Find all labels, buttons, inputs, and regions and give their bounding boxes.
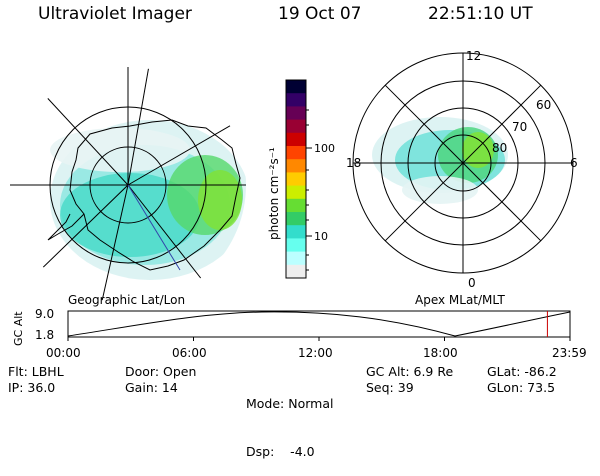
colorbar-segment [286, 238, 306, 253]
colorbar-segment [286, 132, 306, 147]
seq-value: Seq: 39 [366, 380, 414, 395]
mlat-label-80: 80 [492, 141, 507, 155]
colorbar [286, 80, 306, 279]
colorbar-segment [286, 251, 306, 266]
mlat-label-70: 70 [512, 120, 527, 134]
altitude-x-tick-3: 18:00 [423, 346, 458, 360]
altitude-curve [67, 311, 571, 337]
terminator-line [127, 184, 181, 271]
colorbar-unit-label: photon cm⁻²s⁻¹ [267, 147, 281, 240]
info-col-1: Flt: LBHL IP: 36.0 [8, 364, 64, 396]
altitude-y-tick-max: 9.0 [35, 307, 54, 321]
mode-value: Mode: Normal [246, 396, 334, 411]
colorbar-segment [286, 172, 306, 187]
colorbar-segment [286, 264, 306, 279]
colorbar-segment [286, 198, 306, 213]
mlt-label-6: 6 [570, 156, 578, 170]
glon-value: GLon: 73.5 [487, 380, 556, 395]
colorbar-segment [286, 80, 306, 94]
colorbar-frame [285, 79, 307, 279]
time-label: 22:51:10 UT [428, 4, 533, 24]
colorbar-segment [286, 185, 306, 200]
altitude-x-tick-1: 06:00 [172, 346, 207, 360]
geographic-map [10, 67, 246, 303]
dsp-value: Dsp: -4.0 [246, 444, 315, 459]
altitude-x-tick-4: 23:59 [552, 346, 587, 360]
ip-value: IP: 36.0 [8, 380, 56, 395]
altitude-plot: GC Alt 9.0 1.8 00:00 06:00 12:00 18:00 2… [12, 307, 587, 360]
gc-alt-value: GC Alt: 6.9 Re [366, 364, 454, 379]
aurora-emission-apex [372, 117, 508, 204]
colorbar-segment [286, 212, 306, 226]
glat-value: GLat: -86.2 [487, 364, 557, 379]
altitude-x-tick-0: 00:00 [46, 346, 81, 360]
colorbar-segment [286, 93, 306, 107]
colorbar-tick-100: 100 [314, 142, 335, 155]
instrument-title: Ultraviolet Imager [38, 4, 192, 24]
altitude-y-label: GC Alt [12, 311, 25, 346]
door-value: Door: Open [125, 364, 197, 379]
colorbar-tick-10: 10 [314, 230, 328, 243]
colorbar-segment [286, 106, 306, 121]
gain-value: Gain: 14 [125, 380, 178, 395]
filter-value: Flt: LBHL [8, 364, 64, 379]
aurora-emission-geo [50, 120, 246, 280]
mlt-label-0: 0 [468, 276, 476, 290]
date-label: 19 Oct 07 [278, 4, 362, 24]
colorbar-segment [286, 225, 306, 239]
apex-map: 12 18 6 0 60 70 80 [346, 49, 578, 290]
info-col-3: Mode: Normal Dsp: -4.0 [246, 364, 333, 476]
info-col-5: GLat: -86.2 GLon: 73.5 [487, 364, 557, 396]
altitude-y-tick-min: 1.8 [35, 328, 54, 342]
colorbar-segment [286, 146, 306, 160]
mlt-label-18: 18 [346, 156, 361, 170]
continent-outline [69, 119, 241, 271]
info-col-4: GC Alt: 6.9 Re Seq: 39 [366, 364, 453, 396]
colorbar-segment [286, 159, 306, 173]
colorbar-segment [286, 119, 306, 134]
altitude-x-tick-2: 12:00 [298, 346, 333, 360]
mlat-label-60: 60 [536, 98, 551, 112]
info-col-2: Door: Open Gain: 14 [125, 364, 196, 396]
right-panel-caption: Apex MLat/MLT [415, 293, 505, 307]
mlt-label-12: 12 [466, 49, 481, 63]
peninsula-outline [47, 213, 85, 241]
left-panel-caption: Geographic Lat/Lon [68, 293, 185, 307]
uvi-figure: 100 10 photon cm⁻²s⁻¹ 12 18 6 0 60 70 [10, 49, 587, 360]
